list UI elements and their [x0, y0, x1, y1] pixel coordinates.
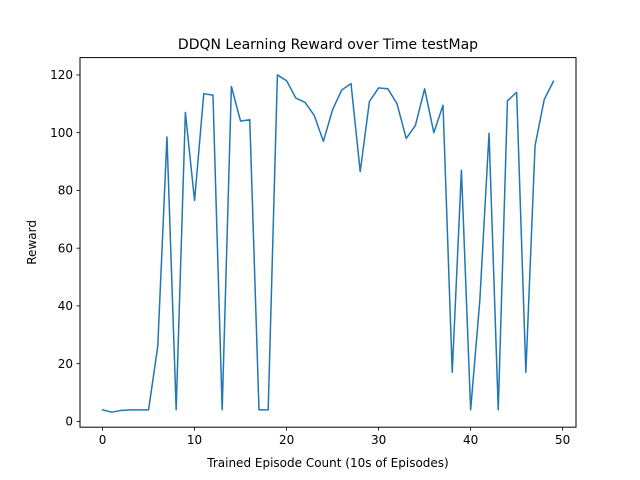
x-tick-label: 30 — [371, 433, 386, 447]
y-tick-label: 80 — [58, 184, 73, 198]
x-axis-label: Trained Episode Count (10s of Episodes) — [206, 456, 448, 470]
y-axis: 0 20 40 60 80 100 120 — [50, 68, 80, 429]
y-tick: 100 — [50, 126, 80, 140]
x-tick-label: 50 — [555, 433, 570, 447]
x-tick: 10 — [187, 427, 202, 447]
x-tick-label: 10 — [187, 433, 202, 447]
x-tick: 30 — [371, 427, 386, 447]
y-tick: 40 — [58, 299, 80, 313]
y-tick-label: 120 — [50, 68, 73, 82]
x-tick-label: 20 — [279, 433, 294, 447]
y-tick: 60 — [58, 241, 80, 255]
y-tick: 20 — [58, 357, 80, 371]
x-tick: 20 — [279, 427, 294, 447]
y-tick-label: 20 — [58, 357, 73, 371]
chart-title: DDQN Learning Reward over Time testMap — [178, 37, 478, 53]
y-tick: 0 — [65, 415, 80, 429]
x-axis: 0 10 20 30 40 50 — [99, 427, 570, 447]
y-tick-label: 40 — [58, 299, 73, 313]
y-tick-label: 60 — [58, 241, 73, 255]
y-tick: 80 — [58, 184, 80, 198]
y-tick-label: 0 — [65, 415, 73, 429]
y-tick-label: 100 — [50, 126, 73, 140]
x-tick-label: 0 — [99, 433, 107, 447]
reward-series-line — [101, 74, 555, 413]
plot-area — [79, 57, 577, 428]
y-tick: 120 — [50, 68, 80, 82]
x-tick: 40 — [463, 427, 478, 447]
x-tick: 0 — [99, 427, 107, 447]
x-tick-label: 40 — [463, 433, 478, 447]
x-tick: 50 — [555, 427, 570, 447]
y-axis-label: Reward — [25, 220, 39, 265]
